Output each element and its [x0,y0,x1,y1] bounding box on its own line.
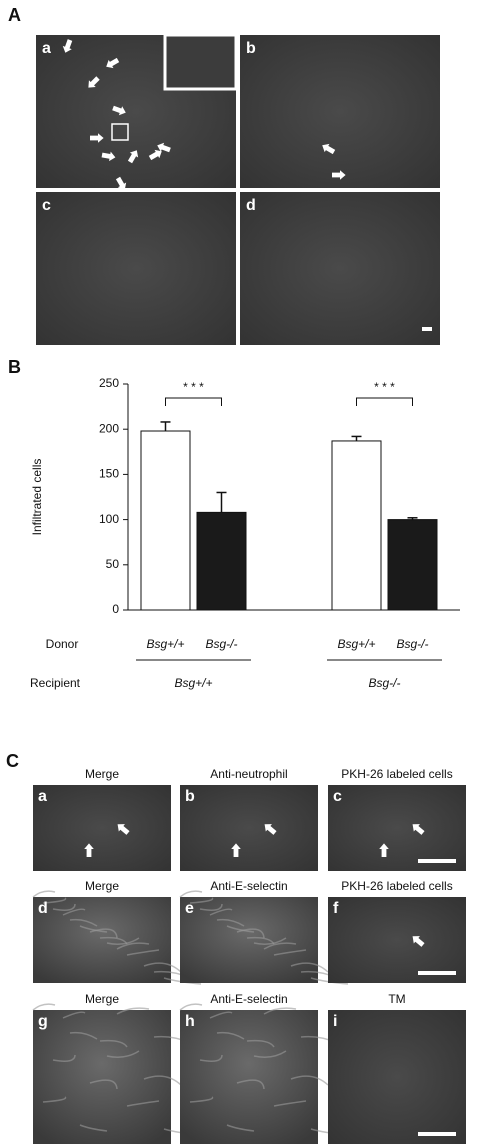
recipient-label: Bsg+/+ [174,676,212,690]
panel-label: C [6,751,19,771]
panel-letter: a [38,788,47,805]
image-title: Merge [85,767,119,781]
y-tick-label: 150 [99,467,119,481]
bar [388,520,437,610]
panel-letter: e [185,900,194,917]
scale-bar [422,327,432,331]
bar [332,441,381,610]
micrograph [328,897,466,983]
row-label: Donor [46,637,79,651]
tissue-texture [33,1004,55,1010]
panel-letter: d [38,900,48,917]
image-title: Anti-neutrophil [210,767,287,781]
panel-letter: f [333,900,339,917]
panel-letter: d [246,197,256,214]
y-tick-label: 250 [99,376,119,390]
image-title: Merge [85,992,119,1006]
y-tick-label: 200 [99,421,119,435]
row-label: Recipient [30,676,81,690]
panel-letter: g [38,1013,48,1030]
donor-label: Bsg+/+ [146,637,184,651]
significance-bracket [166,398,222,406]
panel-letter: c [333,788,342,805]
micrograph [33,785,171,871]
image-title: TM [388,992,405,1006]
panel-letter: b [246,40,256,57]
panel-letter: b [185,788,195,805]
bar [197,512,246,610]
significance-label: * * * [183,380,204,394]
scale-bar [418,1132,456,1136]
recipient-label: Bsg-/- [368,676,400,690]
panel-label: B [8,357,21,377]
y-tick-label: 0 [112,602,119,616]
donor-label: Bsg-/- [396,637,428,651]
panel-label: A [8,5,21,25]
image-title: Anti-E-selectin [210,879,287,893]
significance-label: * * * [374,380,395,394]
bar [141,431,190,610]
donor-label: Bsg-/- [205,637,237,651]
tissue-texture [180,1004,202,1010]
image-title: PKH-26 labeled cells [341,879,452,893]
y-tick-label: 50 [106,557,120,571]
significance-bracket [357,398,413,406]
micrograph [180,897,318,983]
y-axis-label: Infiltrated cells [30,459,44,536]
donor-label: Bsg+/+ [337,637,375,651]
inset [165,35,236,89]
figure: A B C a b c d 0 50 100 150 200 250 Infiltrated cel… [0,0,481,1146]
micrograph [180,785,318,871]
panel-letter: a [42,40,51,57]
tissue-texture [33,891,55,897]
scale-bar [418,859,456,863]
micrograph [328,785,466,871]
micrograph [36,192,236,345]
micrograph [328,1010,466,1144]
panel-letter: c [42,197,51,214]
micrograph [240,192,440,345]
tissue-texture [180,891,202,897]
micrograph [240,35,440,188]
image-title: PKH-26 labeled cells [341,767,452,781]
y-tick-label: 100 [99,512,119,526]
image-title: Anti-E-selectin [210,992,287,1006]
micrograph [33,897,171,983]
image-title: Merge [85,879,119,893]
panel-letter: i [333,1013,337,1030]
scale-bar [418,971,456,975]
panel-letter: h [185,1013,195,1030]
